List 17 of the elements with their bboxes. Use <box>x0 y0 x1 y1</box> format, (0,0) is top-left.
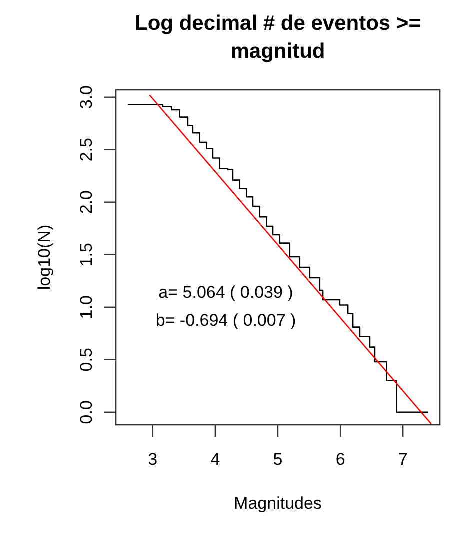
annotation: b= -0.694 ( 0.007 ) <box>156 311 296 330</box>
chart-title: Log decimal # de eventos >= magnitud <box>135 12 421 63</box>
x-tick-label: 5 <box>273 450 283 469</box>
y-tick-label: 0.5 <box>77 348 96 372</box>
y-tick-label: 0.0 <box>77 400 96 424</box>
y-tick-label: 2.0 <box>77 190 96 214</box>
x-axis-title: Magnitudes <box>234 494 322 513</box>
x-tick-label: 3 <box>148 450 158 469</box>
y-tick-label: 1.0 <box>77 296 96 320</box>
y-tick-label: 2.5 <box>77 138 96 162</box>
annotation: a= 5.064 ( 0.039 ) <box>158 283 294 302</box>
y-axis-title: log10(N) <box>35 224 54 290</box>
y-tick-label: 1.5 <box>77 243 96 267</box>
x-tick-label: 4 <box>210 450 220 469</box>
x-tick-label: 7 <box>398 450 408 469</box>
y-tick-label: 3.0 <box>77 86 96 110</box>
x-tick-label: 6 <box>336 450 346 469</box>
